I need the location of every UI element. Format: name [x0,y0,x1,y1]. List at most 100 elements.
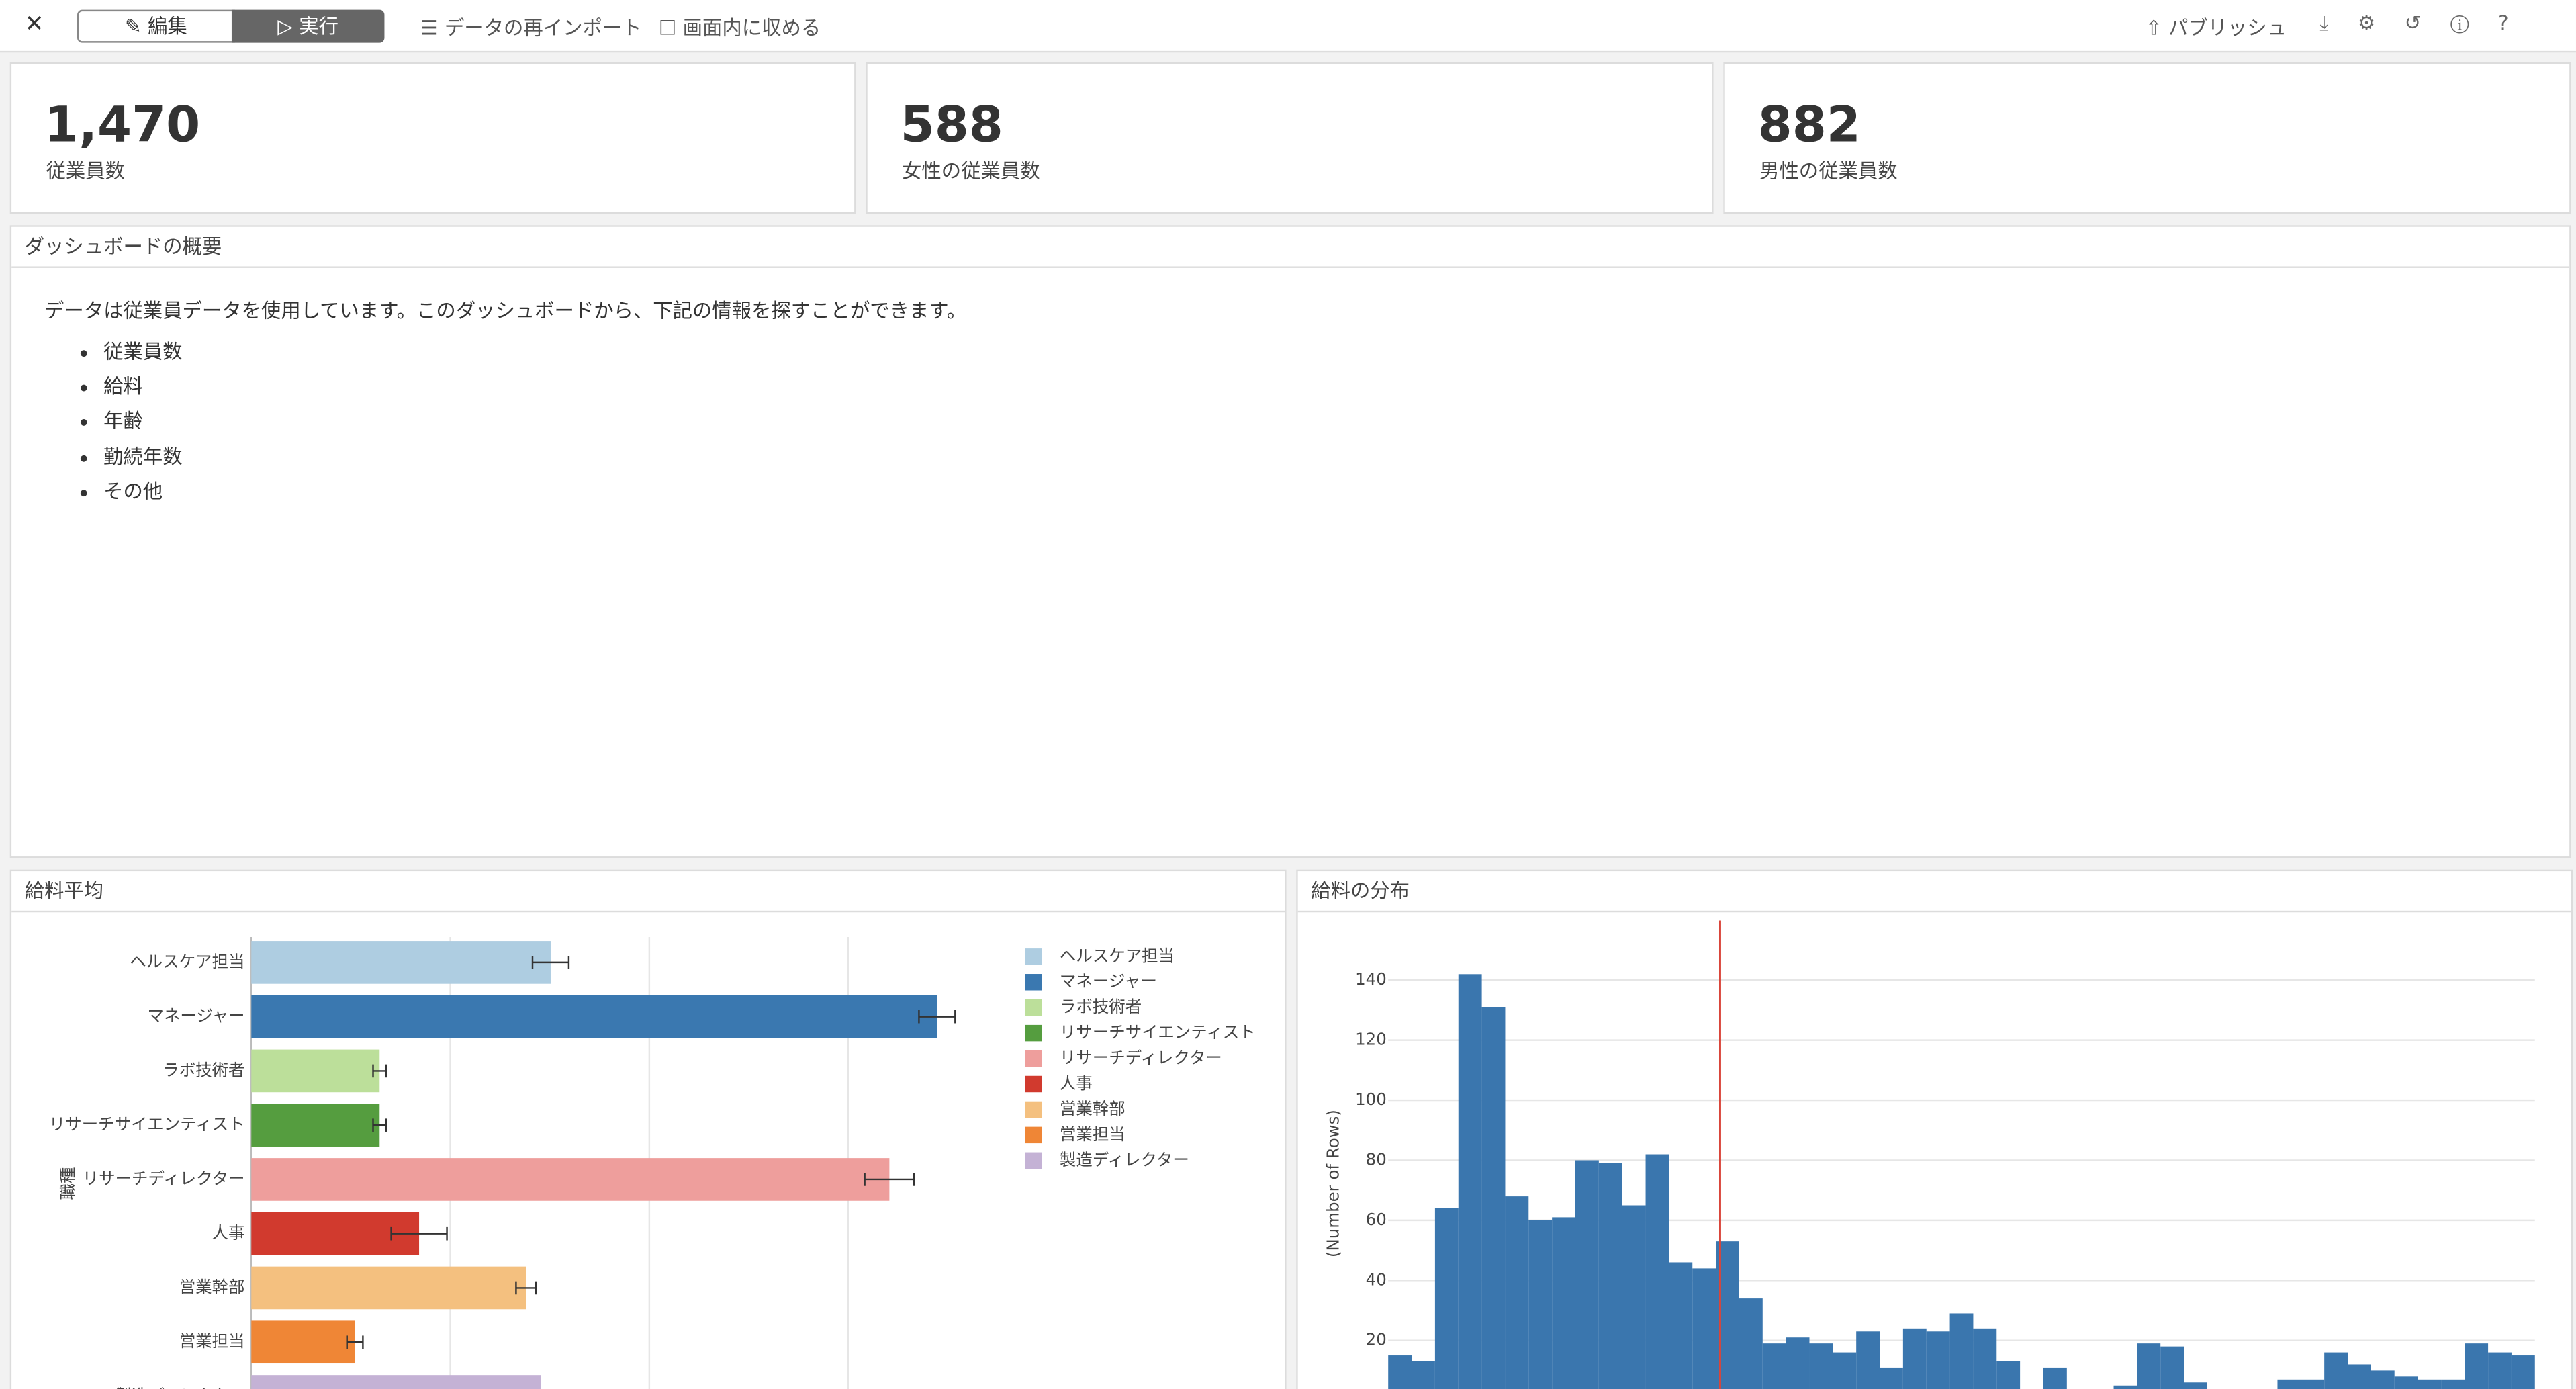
y-tick-label: 製造ディレクター [116,1386,245,1389]
toolbar: ✕ ✎ 編集 ▷ 実行 ☰ データの再インポート ☐ 画面内に収める ⇧ パブリ… [0,0,2576,53]
histogram-bar [1481,1007,1506,1389]
error-bar [515,1281,537,1295]
histogram-bar [1434,1208,1459,1389]
histogram-bar [1973,1328,1997,1389]
kpi-value: 1,470 [44,97,201,155]
histogram-bar [1528,1220,1553,1389]
fit-checkbox[interactable]: ☐ 画面内に収める [659,16,821,40]
y-tick-label: ラボ技術者 [163,1060,244,1079]
histogram-bar [1412,1361,1435,1389]
y-axis-label: 職種 [58,1167,78,1200]
y-tick-label: 60 [1366,1210,1387,1229]
legend-swatch [1025,1075,1042,1093]
bar [251,1266,526,1310]
y-tick-label: 100 [1355,1089,1387,1109]
histogram-bar [1762,1343,1786,1389]
legend-label: 人事 [1060,1073,1093,1093]
legend-label: ヘルスケア担当 [1060,946,1175,965]
overview-item: 勤続年数 [103,440,182,475]
legend-swatch [1025,1024,1042,1042]
histogram-bar [1645,1154,1669,1389]
y-tick-label: 人事 [212,1223,245,1243]
histogram-bar [2277,1379,2301,1389]
error-bar [372,1118,387,1132]
y-tick-label: 営業幹部 [179,1277,245,1296]
y-tick-label: 40 [1366,1269,1387,1289]
histogram-bar [2418,1379,2442,1389]
error-bar [918,1010,956,1024]
panel-title: 給料平均 [11,871,1285,913]
legend-label: リサーチディレクター [1060,1048,1222,1067]
kpi-value: 588 [900,97,1003,155]
histogram-bar [1552,1217,1575,1389]
toolbar-icons[interactable]: ⤓ ⚙ ↺ ⓘ ? [2319,11,2509,35]
bar [251,1158,890,1201]
y-tick-label: 20 [1366,1330,1387,1349]
histogram-bar [2488,1352,2512,1389]
error-bar [531,956,570,969]
histogram-chart: 20 40 60 80 100 120 140 (Number of Rows) [1323,920,2535,1389]
overview-item: 年齢 [103,405,182,440]
histogram-bar [1692,1268,1716,1389]
legend-label: 営業幹部 [1060,1099,1125,1118]
legend-label: 製造ディレクター [1060,1150,1189,1169]
kpi-card: 588 女性の従業員数 [866,62,1714,214]
run-label: 実行 [299,15,339,38]
edit-tab[interactable]: ✎ 編集 [77,9,235,43]
overview-panel: ダッシュボードの概要 データは従業員データを使用しています。このダッシュボードか… [9,225,2571,858]
legend-swatch [1025,948,1042,965]
y-tick-label: リサーチサイエンティスト [49,1114,245,1134]
legend-label: ラボ技術者 [1060,997,1142,1016]
y-tick-label: 120 [1355,1030,1387,1049]
bar [251,1320,355,1364]
bar [251,1375,541,1389]
legend-swatch [1025,1101,1042,1118]
y-tick-label: リサーチディレクター [83,1169,245,1188]
histogram-bar [2301,1379,2325,1389]
histogram-bar [1949,1313,1974,1389]
legend-swatch [1025,1050,1042,1067]
bar [251,1104,380,1147]
legend-swatch [1025,999,1042,1016]
bar [251,941,551,984]
publish-button[interactable]: ⇧ パブリッシュ [2145,16,2287,40]
kpi-label: 女性の従業員数 [902,159,1040,183]
overview-item: その他 [103,475,182,510]
edit-label: 編集 [147,15,187,38]
close-button[interactable]: ✕ [24,11,44,38]
histogram-bar [1669,1262,1693,1389]
histogram-bar [2184,1382,2207,1389]
overview-text: データは従業員データを使用しています。このダッシュボードから、下記の情報を探すこ… [44,299,967,322]
panel-title: 給料の分布 [1297,871,2571,913]
histogram-bar [1786,1337,1810,1389]
histogram-bar [1458,974,1482,1389]
histogram-bar [2324,1352,2348,1389]
histogram-bar [1809,1343,1833,1389]
run-tab[interactable]: ▷ 実行 [231,9,385,43]
overview-list: 従業員数給料年齢勤続年数その他 [38,335,182,509]
y-tick-label: 営業担当 [179,1331,245,1351]
kpi-label: 男性の従業員数 [1759,159,1898,183]
histogram-bar [1996,1361,2021,1389]
kpi-value: 882 [1757,97,1861,155]
panel-title: ダッシュボードの概要 [11,227,2570,268]
legend-label: リサーチサイエンティスト [1060,1022,1256,1042]
reimport-button[interactable]: ☰ データの再インポート [420,16,642,40]
histogram-bar [2465,1343,2489,1389]
histogram-bar [2348,1364,2371,1389]
legend-label: マネージャー [1060,971,1157,991]
chart-panel: 給料の分布 20 40 60 80 100 120 140 (Number of Rows) [1296,869,2573,1389]
histogram-bar [2137,1343,2161,1389]
legend-label: 営業担当 [1060,1124,1125,1144]
histogram-bar [2371,1370,2395,1389]
histogram-bar [1388,1355,1412,1389]
chart-panel: 給料平均 職種 ヘルスケア担当 ヘルスケア担当 マネージャー マネージャー ラボ技術者 ラボ… [9,869,1287,1389]
reimport-label: データの再インポート [444,16,642,40]
y-tick-label: マネージャー [148,1006,245,1026]
error-bar [390,1226,448,1241]
error-bar [346,1335,364,1349]
histogram-bar [1505,1196,1529,1389]
histogram-bar [1902,1328,1927,1389]
histogram-bar [1622,1205,1646,1389]
